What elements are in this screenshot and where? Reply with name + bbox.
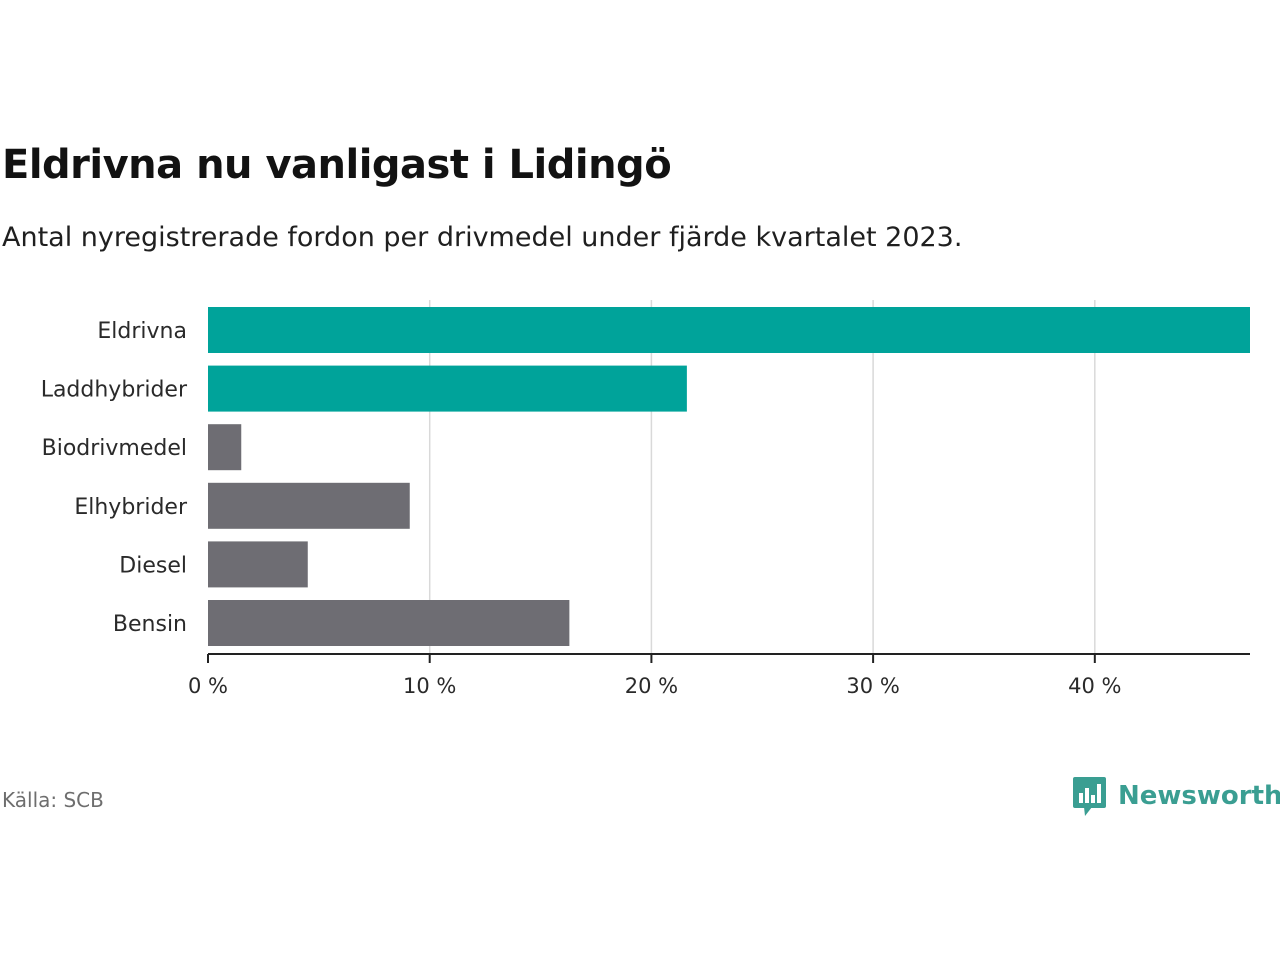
bar-elhybrider [208,482,410,529]
x-tick-label: 20 % [625,674,678,698]
x-tick-label: 0 % [188,674,228,698]
chart-subtitle: Antal nyregistrerade fordon per drivmede… [2,222,963,253]
bar-bensin [208,600,570,646]
category-label: Biodrivmedel [42,436,187,461]
x-tick-label: 10 % [403,674,456,698]
category-label: Eldrivna [97,319,187,344]
x-tick-label: 40 % [1068,674,1121,698]
bar-chart: Eldrivna Laddhybrider Biodrivmedel Elhybrid… [41,300,1250,698]
newsworthy-logo-icon [1073,777,1106,816]
category-label: Elhybrider [74,495,188,520]
chart-title: Eldrivna nu vanligast i Lidingö [2,142,672,188]
newsworthy-logo: Newsworthy [1072,774,1280,818]
brand-name: Newsworthy [1118,781,1280,811]
bar-biodrivmedel [208,424,242,471]
category-label: Bensin [113,612,187,637]
category-label: Diesel [119,553,187,578]
x-tick-label: 30 % [846,674,899,698]
x-axis: 0 % 10 % 20 % 30 % 40 % [188,653,1250,698]
bar-eldrivna [208,307,1250,353]
source-note: Källa: SCB [2,788,104,812]
bar-laddhybrider [208,365,687,412]
bars [208,307,1250,646]
gridlines [428,300,1096,654]
bar-diesel [208,541,308,588]
category-labels: Eldrivna Laddhybrider Biodrivmedel Elhybrid… [41,319,188,637]
category-label: Laddhybrider [41,378,188,403]
